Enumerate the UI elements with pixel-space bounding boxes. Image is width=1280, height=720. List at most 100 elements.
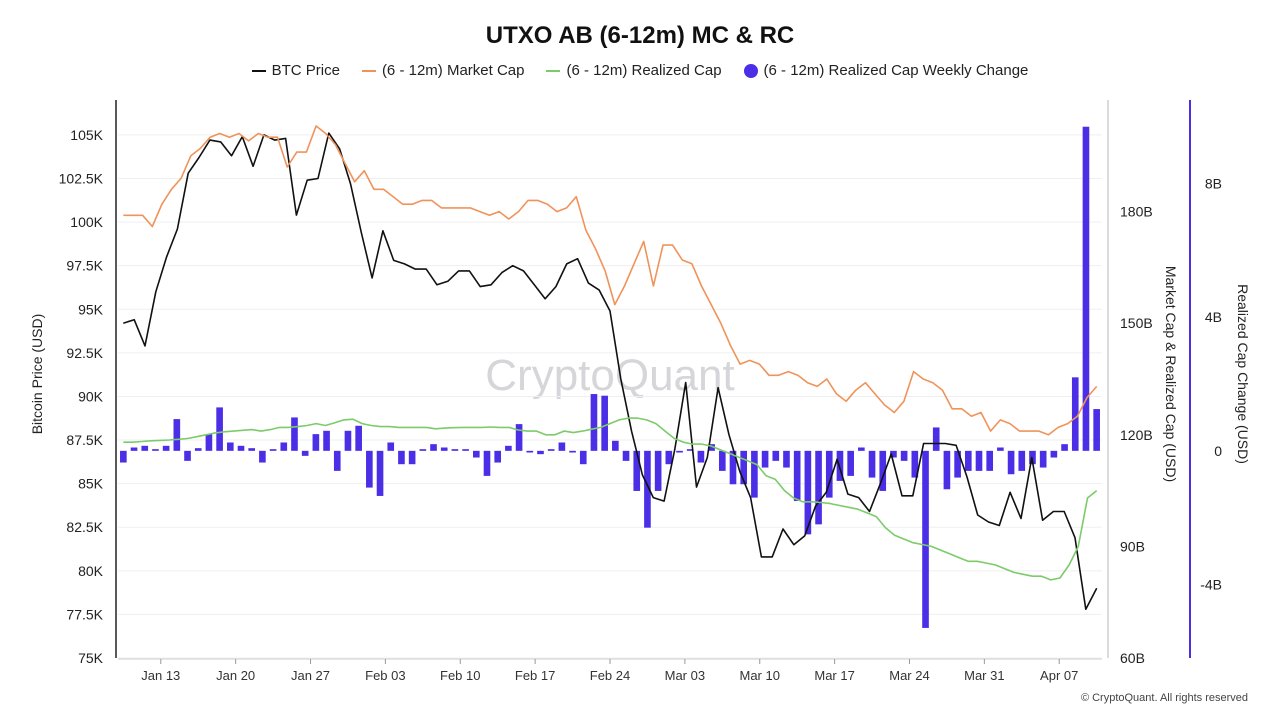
weekly-change-bar (226, 442, 234, 451)
x-tick-label: Jan 13 (141, 668, 180, 683)
weekly-change-bar (526, 450, 534, 453)
weekly-change-bar (483, 450, 491, 476)
weekly-change-bar (879, 450, 887, 491)
weekly-change-bar (847, 450, 854, 476)
weekly-change-bar (355, 425, 362, 451)
weekly-change-bar (387, 442, 395, 451)
weekly-change-bar (793, 450, 801, 501)
weekly-change-bar (1039, 450, 1047, 468)
legend-swatch-btc-price (251, 69, 266, 72)
right1-axis-title: Market Cap & Realized Cap (USD) (1163, 266, 1179, 482)
weekly-change-bar (633, 450, 641, 491)
weekly-change-bar (184, 450, 191, 461)
x-tick-label: Mar 17 (814, 668, 854, 683)
weekly-change-bar (1050, 450, 1058, 458)
x-tick-label: Feb 24 (590, 668, 630, 683)
weekly-change-bar (505, 445, 512, 451)
left-tick-label: 85K (78, 476, 104, 492)
weekly-change-bar (622, 450, 630, 461)
right2-tick-label: 8B (1205, 176, 1222, 192)
left-tick-label: 92.5K (66, 345, 103, 361)
weekly-change-bars (120, 126, 1100, 628)
weekly-change-bar (1082, 126, 1090, 451)
btc-price-line (123, 132, 1098, 611)
weekly-change-bar (729, 450, 737, 485)
x-tick-label: Feb 03 (365, 668, 405, 683)
weekly-change-bar (1061, 444, 1068, 451)
weekly-change-bar (954, 450, 961, 478)
weekly-change-bar (141, 445, 149, 451)
weekly-change-bar (333, 450, 341, 471)
legend-label-realized-cap: (6 - 12m) Realized Cap (566, 62, 722, 79)
right1-tick-label: 150B (1120, 315, 1153, 331)
watermark-text: CryptoQuant (485, 351, 734, 400)
right2-axis-title: Realized Cap Change (USD) (1235, 284, 1251, 464)
left-tick-label: 95K (78, 301, 104, 317)
legend-item-realized-cap[interactable]: (6 - 12m) Realized Cap (546, 62, 722, 79)
weekly-change-bar (312, 434, 320, 451)
market-cap-line (123, 125, 1098, 436)
weekly-change-bar (515, 424, 523, 451)
left-tick-label: 102.5K (59, 170, 104, 186)
weekly-change-bar (825, 450, 833, 498)
right1-tick-label: 90B (1120, 538, 1145, 554)
legend-label-realized-cap-weekly-change: (6 - 12m) Realized Cap Weekly Change (763, 62, 1029, 79)
weekly-change-bar (259, 450, 266, 463)
weekly-change-bar (451, 449, 459, 451)
weekly-change-bar (890, 450, 897, 458)
x-tick-label: Apr 07 (1040, 668, 1078, 683)
x-tick-label: Feb 10 (440, 668, 480, 683)
weekly-change-bar (173, 419, 181, 451)
weekly-change-bar (975, 450, 983, 471)
left-tick-label: 90K (78, 388, 104, 404)
weekly-change-bar (579, 450, 587, 465)
weekly-change-bar (772, 450, 780, 461)
weekly-change-bar (344, 430, 352, 451)
weekly-change-bar (858, 447, 865, 451)
realized-cap-line (123, 417, 1098, 581)
weekly-change-bar (323, 430, 330, 451)
legend-item-realized-cap-weekly-change[interactable]: (6 - 12m) Realized Cap Weekly Change (743, 62, 1029, 79)
legend-label-market-cap: (6 - 12m) Market Cap (381, 62, 525, 79)
weekly-change-bar (868, 450, 876, 478)
weekly-change-bar (301, 450, 309, 456)
weekly-change-bar (932, 427, 940, 451)
legend-item-btc-price[interactable]: BTC Price (251, 62, 340, 79)
weekly-change-bar (943, 450, 951, 490)
weekly-change-bar (1018, 450, 1026, 471)
chart-title: UTXO AB (6-12m) MC & RC (485, 22, 795, 49)
weekly-change-bar (216, 407, 223, 451)
right2-tick-label: 0 (1214, 443, 1222, 459)
left-tick-label: 87.5K (66, 432, 103, 448)
weekly-change-bar (665, 450, 673, 465)
weekly-change-bar (547, 449, 555, 451)
legend-swatch-realized-cap (546, 69, 561, 72)
weekly-change-bar (1007, 450, 1015, 475)
legend-swatch-realized-cap-weekly-change (743, 63, 758, 78)
weekly-change-bar (740, 450, 748, 485)
weekly-change-bar (462, 449, 469, 451)
legend-label-btc-price: BTC Price (271, 62, 340, 79)
weekly-change-bar (676, 450, 683, 453)
weekly-change-bar (280, 442, 288, 451)
weekly-change-bar (900, 450, 908, 461)
right2-tick-label: -4B (1200, 576, 1222, 592)
weekly-change-bar (248, 448, 256, 451)
weekly-change-bar (291, 417, 298, 451)
weekly-change-bar (537, 450, 544, 455)
x-tick-label: Jan 20 (216, 668, 255, 683)
weekly-change-bar (152, 449, 159, 451)
copyright-text: © CryptoQuant. All rights reserved (1080, 692, 1248, 704)
weekly-change-bar (558, 442, 566, 451)
weekly-change-bar (269, 449, 277, 451)
weekly-change-bar (494, 450, 502, 463)
x-tick-label: Mar 31 (964, 668, 1004, 683)
weekly-change-bar (644, 450, 651, 528)
weekly-change-bar (708, 444, 715, 451)
right1-tick-label: 60B (1120, 650, 1145, 666)
weekly-change-bar (751, 450, 758, 498)
legend-item-market-cap[interactable]: (6 - 12m) Market Cap (361, 62, 525, 79)
weekly-change-bar (1093, 409, 1100, 451)
weekly-change-bar (964, 450, 972, 471)
